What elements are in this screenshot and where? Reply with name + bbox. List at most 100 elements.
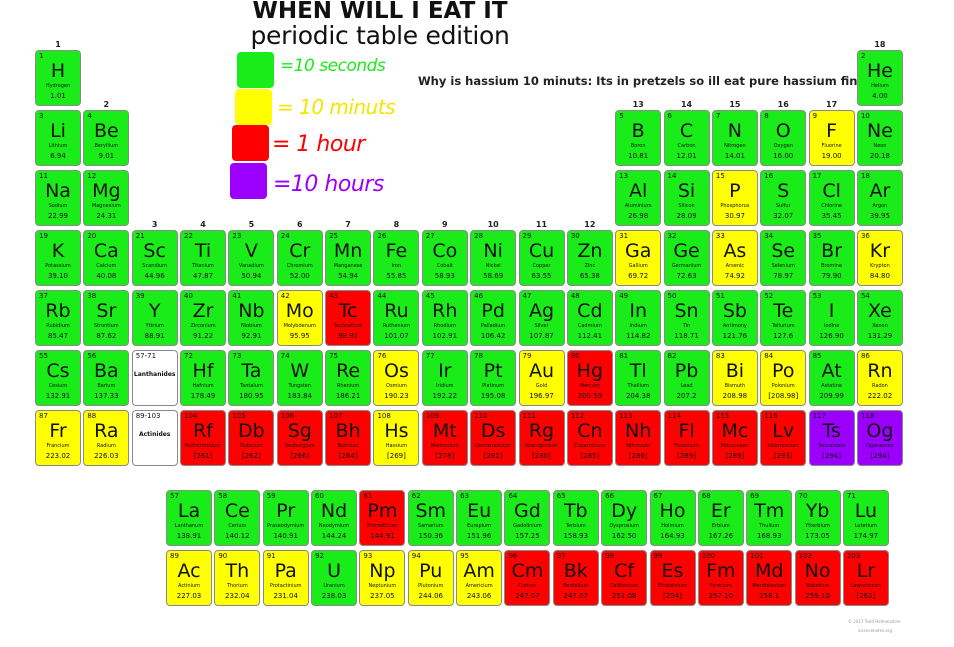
element-darmstadtium[interactable]: 110 Ds Darmstadtium [281]: [470, 410, 517, 466]
element-indium[interactable]: 49 In Indium 114.82: [615, 290, 662, 346]
element-nobelium[interactable]: 102 No Nobelium 259.10: [794, 550, 841, 606]
element-einsteinium[interactable]: 99 Es Einsteinium [254]: [649, 550, 696, 606]
element-curium[interactable]: 96 Cm Curium 247.07: [504, 550, 551, 606]
element-scandium[interactable]: 21 Sc Scandium 44.96: [131, 230, 178, 286]
element-argon[interactable]: 18 Ar Argon 39.95: [856, 170, 903, 226]
element-sodium[interactable]: 11 Na Sodium 22.99: [35, 170, 81, 226]
element-helium[interactable]: 2 He Helium 4.00: [856, 50, 903, 106]
element-neptunium[interactable]: 93 Np Neptunium 237.05: [359, 550, 406, 606]
element-tennessine[interactable]: 117 Ts Tennessine [294]: [808, 410, 855, 466]
element-thorium[interactable]: 90 Th Thorium 232.04: [214, 550, 261, 606]
element-cadmium[interactable]: 48 Cd Cadmium 112.41: [566, 290, 613, 346]
element-neon[interactable]: 10 Ne Neon 20.18: [856, 110, 903, 166]
element-dysprosium[interactable]: 66 Dy Dysprosium 162.50: [601, 490, 648, 546]
element-cesium[interactable]: 55 Cs Cesium 132.91: [35, 350, 81, 406]
element-titanium[interactable]: 22 Ti Titanium 47.87: [180, 230, 227, 286]
element-samarium[interactable]: 62 Sm Samarium 150.36: [407, 490, 454, 546]
element-radium[interactable]: 88 Ra Radium 226.03: [83, 410, 130, 466]
element-lithium[interactable]: 3 Li Lithium 6.94: [35, 110, 81, 166]
element-aluminium[interactable]: 13 Al Aluminium 26.98: [615, 170, 662, 226]
element-bismuth[interactable]: 83 Bi Bismuth 208.98: [711, 350, 758, 406]
element-flerovium[interactable]: 114 Fl Flerovium [289]: [663, 410, 710, 466]
element-zinc[interactable]: 30 Zn Zinc 65.38: [566, 230, 613, 286]
element-nihonium[interactable]: 113 Nh Nihonium [286]: [615, 410, 662, 466]
element-tungsten[interactable]: 74 W Tungsten 183.84: [276, 350, 323, 406]
element-cobalt[interactable]: 27 Co Cobalt 58.93: [421, 230, 468, 286]
element-meitnerium[interactable]: 109 Mt Meitnerium [278]: [421, 410, 468, 466]
element-nickel[interactable]: 28 Ni Nickel 58.69: [470, 230, 517, 286]
element-magnesium[interactable]: 12 Mg Magnesium 24.31: [83, 170, 130, 226]
element-gold[interactable]: 79 Au Gold 196.97: [518, 350, 565, 406]
element-selenium[interactable]: 34 Se Selenium 78.97: [760, 230, 807, 286]
element-arsenic[interactable]: 33 As Arsenic 74.92: [711, 230, 758, 286]
element-roentgenium[interactable]: 111 Rg Roentgenium [280]: [518, 410, 565, 466]
element-radon[interactable]: 86 Rn Radon 222.02: [856, 350, 903, 406]
element-phosphorus[interactable]: 15 P Phosphorus 30.97: [711, 170, 758, 226]
element-moscovium[interactable]: 115 Mc Moscovium [289]: [711, 410, 758, 466]
element-europium[interactable]: 63 Eu Europium 151.96: [456, 490, 503, 546]
element-copernicium[interactable]: 112 Cn Copernicium [285]: [566, 410, 613, 466]
element-americium[interactable]: 95 Am Americium 243.06: [456, 550, 503, 606]
element-silver[interactable]: 47 Ag Silver 107.87: [518, 290, 565, 346]
element-zirconium[interactable]: 40 Zr Zirconium 91.22: [180, 290, 227, 346]
element-terbium[interactable]: 65 Tb Terbium 158.93: [552, 490, 599, 546]
element-cerium[interactable]: 58 Ce Cerium 140.12: [214, 490, 261, 546]
element-iron[interactable]: 26 Fe Iron 55.85: [373, 230, 420, 286]
element-rhodium[interactable]: 45 Rh Rhodium 102.91: [421, 290, 468, 346]
element-rubidium[interactable]: 37 Rb Rubidium 85.47: [35, 290, 81, 346]
element-platinum[interactable]: 78 Pt Platinum 195.08: [470, 350, 517, 406]
element-bromine[interactable]: 35 Br Bromine 79.90: [808, 230, 855, 286]
element-mercury[interactable]: 80 Hg Mercury 200.59: [566, 350, 613, 406]
element-boron[interactable]: 5 B Boron 10.81: [615, 110, 662, 166]
element-holmium[interactable]: 67 Ho Holmium 164.93: [649, 490, 696, 546]
element-thulium[interactable]: 69 Tm Thulium 168.93: [746, 490, 793, 546]
element-calcium[interactable]: 20 Ca Calcium 40.08: [83, 230, 130, 286]
element-hydrogen[interactable]: 1 H Hydrogen 1.01: [35, 50, 81, 106]
element-tin[interactable]: 50 Sn Tin 118.71: [663, 290, 710, 346]
element-potassium[interactable]: 19 K Potassium 39.10: [35, 230, 81, 286]
element-astatine[interactable]: 85 At Astatine 209.99: [808, 350, 855, 406]
element-dubnium[interactable]: 105 Db Dubnium [262]: [228, 410, 275, 466]
element-iridium[interactable]: 77 Ir Iridium 192.22: [421, 350, 468, 406]
element-livermorium[interactable]: 116 Lv Livermorium [293]: [760, 410, 807, 466]
element-lawrencium[interactable]: 103 Lr Lawrencium [262]: [842, 550, 889, 606]
element-iodine[interactable]: 53 I Iodine 126.90: [808, 290, 855, 346]
element-uranium[interactable]: 92 U Uranium 238.03: [311, 550, 358, 606]
element-strontium[interactable]: 38 Sr Strontium 87.62: [83, 290, 130, 346]
element-actinium[interactable]: 89 Ac Actinium 227.03: [166, 550, 212, 606]
element-chromium[interactable]: 24 Cr Chromium 52.00: [276, 230, 323, 286]
element-manganese[interactable]: 25 Mn Manganese 54.94: [325, 230, 372, 286]
element-gallium[interactable]: 31 Ga Gallium 69.72: [615, 230, 662, 286]
element-promethium[interactable]: 61 Pm Promethium 144.91: [359, 490, 406, 546]
element-antimony[interactable]: 51 Sb Antimony 121.76: [711, 290, 758, 346]
element-oganesson[interactable]: 118 Og Oganesson [294]: [856, 410, 903, 466]
element-silicon[interactable]: 14 Si Silicon 28.09: [663, 170, 710, 226]
element-lutetium[interactable]: 71 Lu Lutetium 174.97: [842, 490, 889, 546]
element-tellurium[interactable]: 52 Te Tellurium 127.6: [760, 290, 807, 346]
element-oxygen[interactable]: 8 O Oxygen 16.00: [760, 110, 807, 166]
element-palladium[interactable]: 46 Pd Palladium 106.42: [470, 290, 517, 346]
element-copper[interactable]: 29 Cu Copper 63.55: [518, 230, 565, 286]
element-francium[interactable]: 87 Fr Francium 223.02: [35, 410, 81, 466]
element-ytterbium[interactable]: 70 Yb Ytterbium 173.05: [794, 490, 841, 546]
element-lanthanum[interactable]: 57 La Lanthanum 138.91: [166, 490, 212, 546]
element-rutherfordium[interactable]: 104 Rf Rutherfordium [261]: [180, 410, 227, 466]
element-barium[interactable]: 56 Ba Barium 137.33: [83, 350, 130, 406]
element-protactinium[interactable]: 91 Pa Protactinium 231.04: [262, 550, 309, 606]
element-molybdenum[interactable]: 42 Mo Molybdenum 95.95: [276, 290, 323, 346]
element-osmium[interactable]: 76 Os Osmium 190.23: [373, 350, 420, 406]
element-xenon[interactable]: 54 Xe Xenon 131.29: [856, 290, 903, 346]
element-nitrogen[interactable]: 7 N Nitrogen 14.01: [711, 110, 758, 166]
element-niobium[interactable]: 41 Nb Niobium 92.91: [228, 290, 275, 346]
element-tantalum[interactable]: 73 Ta Tantalum 180.95: [228, 350, 275, 406]
element-bohrium[interactable]: 107 Bh Bohrium [264]: [325, 410, 372, 466]
element-fermium[interactable]: 100 Fm Fermium 257.10: [697, 550, 744, 606]
element-fluorine[interactable]: 9 F Fluorine 19.00: [808, 110, 855, 166]
element-germanium[interactable]: 32 Ge Germanium 72.63: [663, 230, 710, 286]
element-mendelevium[interactable]: 101 Md Mendelevium 258.1: [746, 550, 793, 606]
element-yttrium[interactable]: 39 Y Yttrium 88.91: [131, 290, 178, 346]
element-neodymium[interactable]: 60 Nd Neodymium 144.24: [311, 490, 358, 546]
element-technetium[interactable]: 43 Tc Technetium 98.91: [325, 290, 372, 346]
element-chlorine[interactable]: 17 Cl Chlorine 35.45: [808, 170, 855, 226]
element-ruthenium[interactable]: 44 Ru Ruthenium 101.07: [373, 290, 420, 346]
